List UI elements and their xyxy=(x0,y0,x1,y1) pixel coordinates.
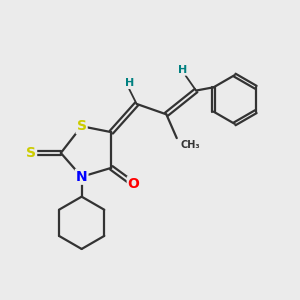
Text: H: H xyxy=(178,65,187,75)
Text: H: H xyxy=(124,78,134,88)
Text: CH₃: CH₃ xyxy=(180,140,200,150)
Text: S: S xyxy=(76,119,87,133)
Text: S: S xyxy=(26,146,36,160)
Text: N: N xyxy=(76,170,88,184)
Text: O: O xyxy=(128,177,140,191)
